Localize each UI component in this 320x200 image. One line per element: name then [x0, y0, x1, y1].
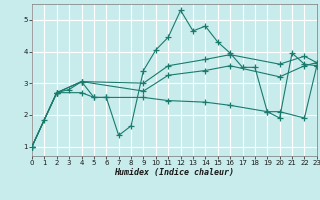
- X-axis label: Humidex (Indice chaleur): Humidex (Indice chaleur): [115, 168, 234, 177]
